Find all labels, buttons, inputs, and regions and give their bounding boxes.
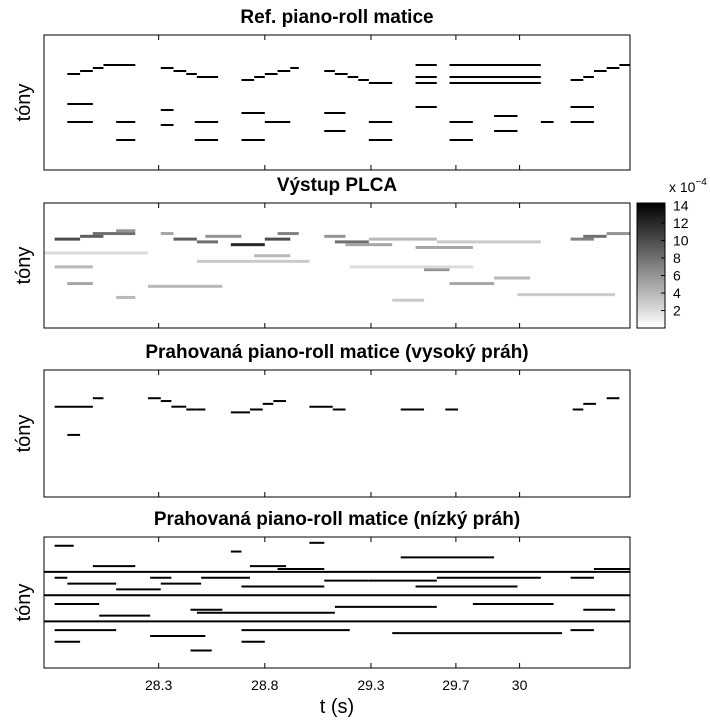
heat-cell (54, 237, 81, 241)
heat-cell (205, 234, 242, 238)
heat-cell (345, 243, 393, 247)
colorbar-tick-label: 10 (673, 233, 689, 249)
heat-cell (570, 237, 594, 241)
heat-cell (54, 265, 93, 269)
heat-cell (196, 259, 310, 263)
heat-cell (424, 268, 450, 272)
colorbar-base: x 10 (669, 179, 696, 195)
heat-cell (92, 232, 136, 236)
heat-cell (392, 298, 425, 302)
colorbar (636, 202, 666, 329)
heat-cell (324, 234, 346, 238)
x-tick-label: 28.8 (251, 677, 278, 693)
heat-cell (80, 234, 104, 238)
y-axis-label: tóny (13, 247, 35, 285)
y-axis-label: tóny (13, 84, 35, 122)
panel-title: Prahovaná piano-roll matice (vysoký práh… (145, 342, 528, 363)
panel-title: Ref. piano-roll matice (240, 7, 433, 28)
x-axis-label: t (s) (320, 696, 354, 718)
x-tick-label: 29.3 (357, 677, 384, 693)
heat-cell (44, 251, 149, 255)
panel-title: Prahovaná piano-roll matice (nízký práh) (154, 509, 520, 530)
heat-cell (160, 232, 174, 236)
y-axis-label: tóny (13, 584, 35, 622)
colorbar-tick-label: 6 (673, 268, 681, 284)
heat-cell (254, 254, 291, 258)
heat-cell (334, 240, 369, 244)
heat-cell (583, 234, 607, 238)
heat-cell (196, 240, 219, 244)
heat-cell (173, 237, 197, 241)
x-tick-label: 29.7 (442, 677, 469, 693)
panel-title: Výstup PLCA (277, 175, 398, 196)
heat-cell (148, 284, 223, 288)
colorbar-tick-label: 12 (673, 215, 689, 231)
heat-cell (368, 237, 437, 241)
colorbar-tick-label: 8 (673, 250, 681, 266)
heat-cell (606, 232, 630, 236)
heat-cell (116, 295, 136, 299)
plot-frame (43, 202, 631, 329)
heat-cell (494, 276, 531, 280)
heat-cell (517, 293, 616, 297)
x-tick-label: 30 (512, 677, 528, 693)
heat-cell (436, 240, 541, 244)
heat-cell (277, 232, 299, 236)
colorbar-tick-label: 2 (673, 303, 681, 319)
plot-frame (43, 34, 631, 171)
plot-frame (43, 536, 631, 669)
colorbar-exponent: −4 (695, 177, 707, 188)
heat-cell (415, 245, 473, 249)
colorbar-tick-label: 4 (673, 285, 681, 301)
heat-cell (349, 265, 473, 269)
x-tick-label: 28.3 (145, 677, 172, 693)
colorbar-tick-label: 14 (673, 198, 689, 214)
colorbar-scale: x 10−4 (669, 177, 707, 195)
heat-cell (449, 282, 495, 286)
heat-cell (264, 237, 291, 241)
y-axis-label: tóny (13, 415, 35, 453)
plot-frame (43, 369, 631, 498)
heat-cell (230, 243, 265, 247)
heat-cell (67, 282, 93, 286)
heat-cell (116, 229, 136, 233)
